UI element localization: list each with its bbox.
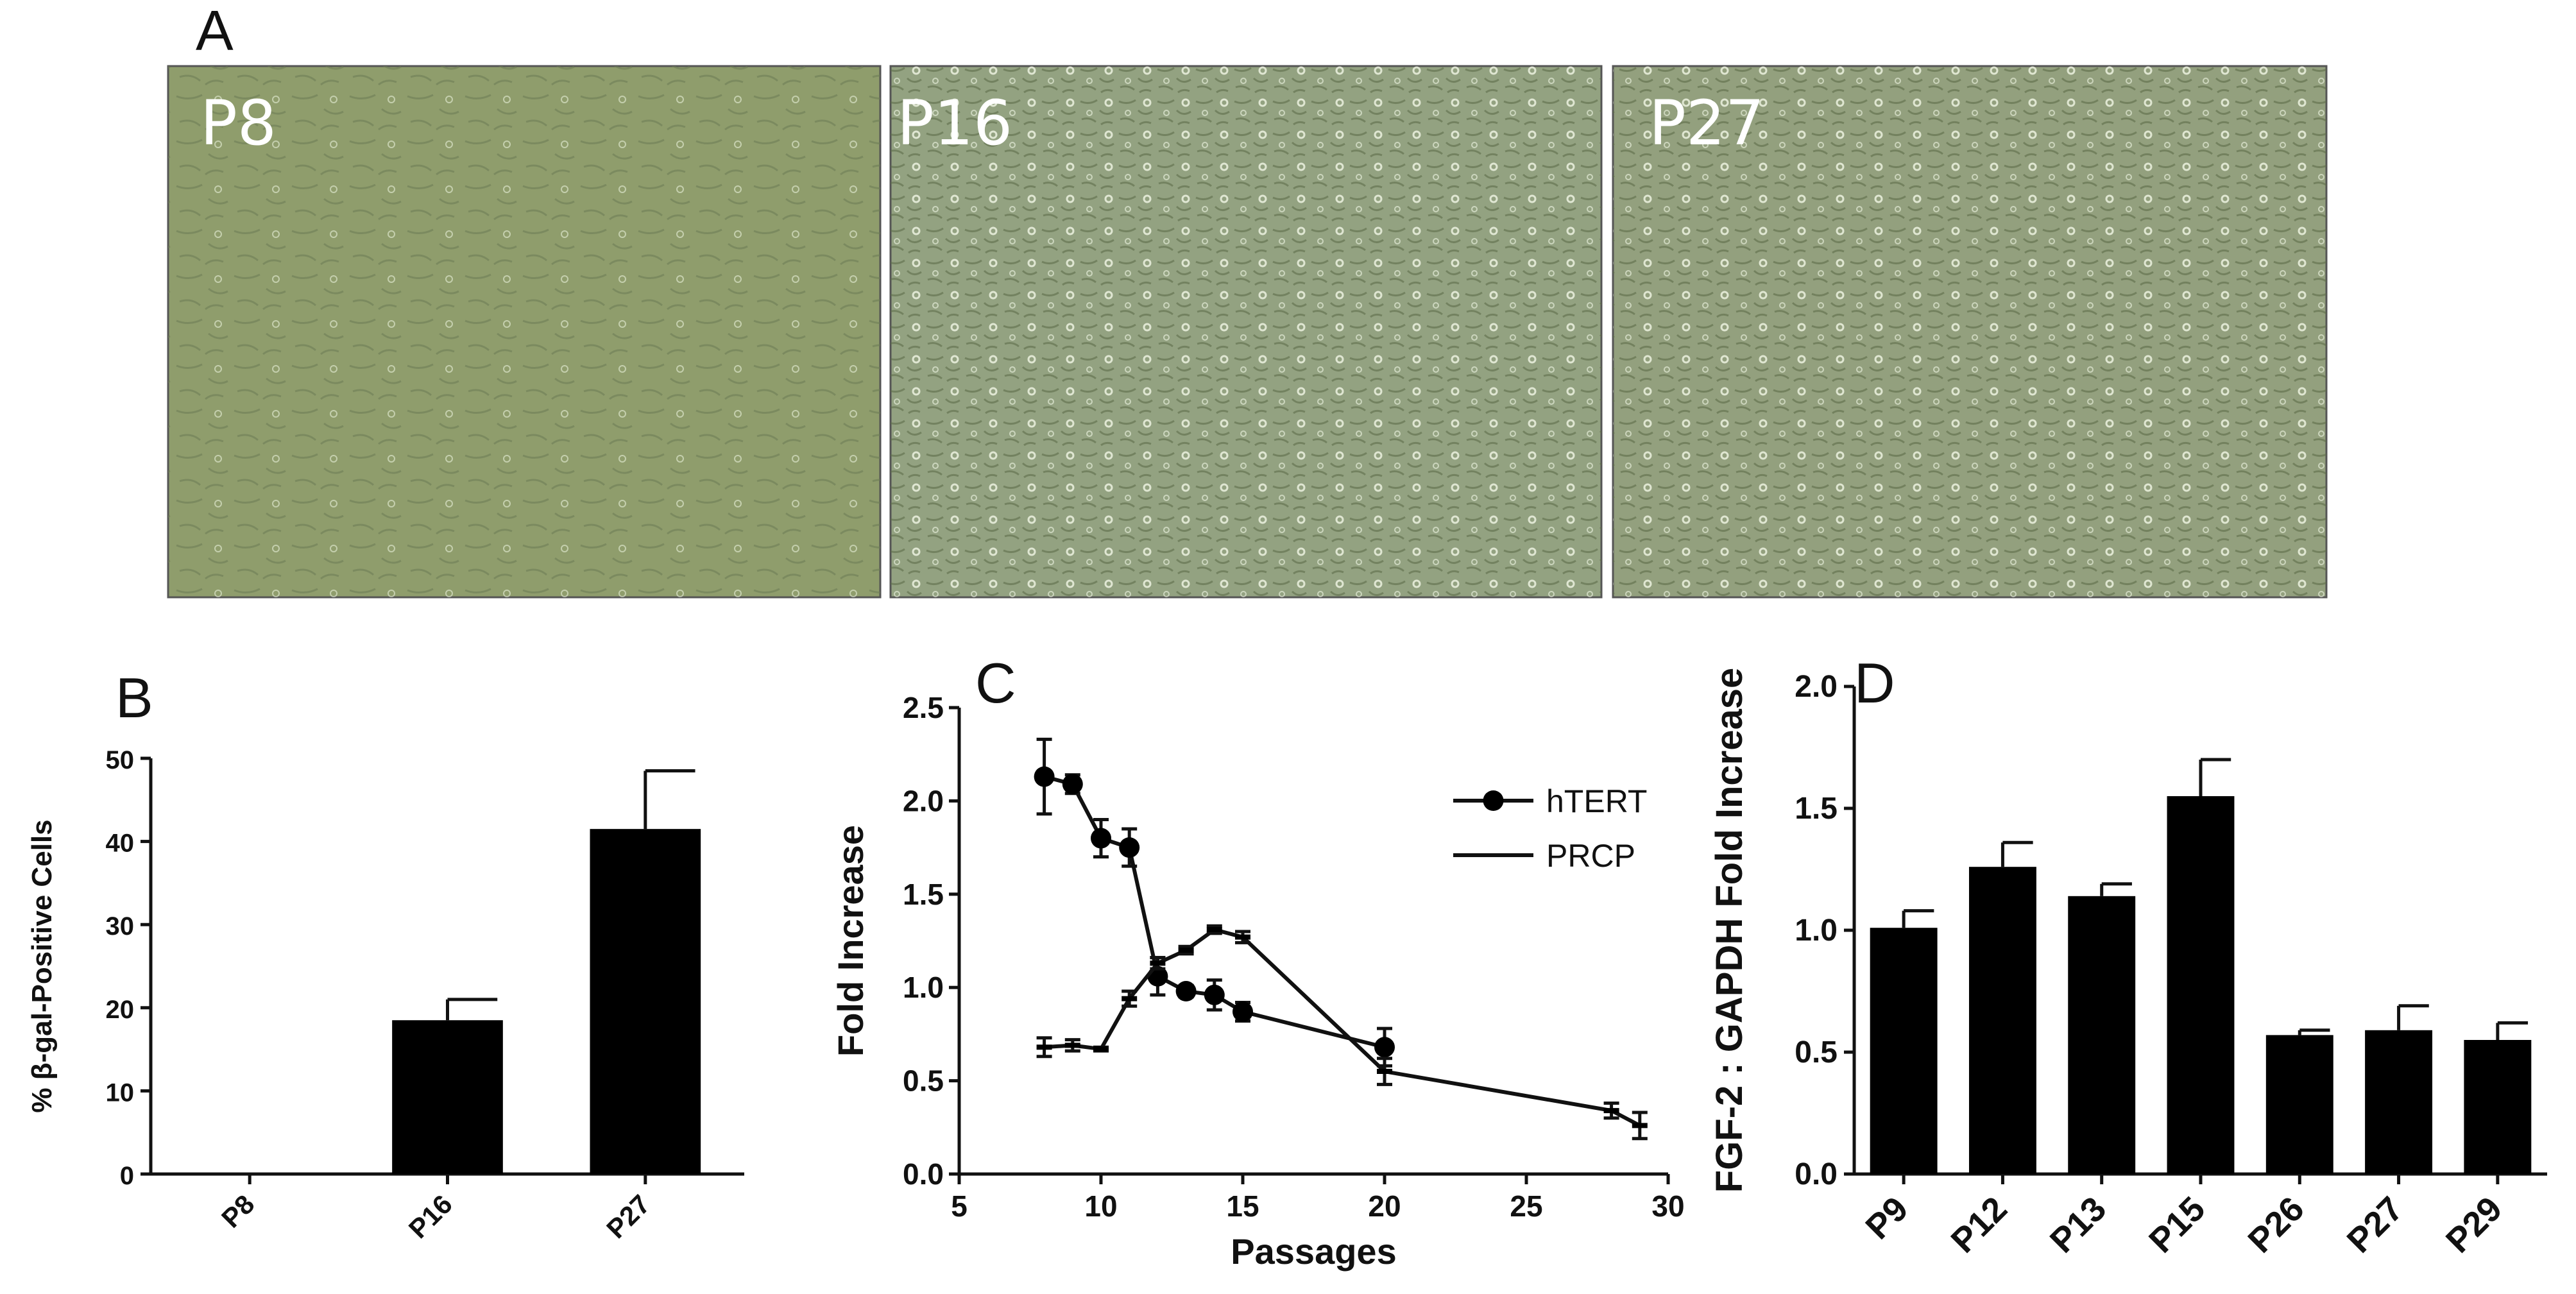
chart-d-bar [2167,796,2235,1174]
chart-b-y-tick-label: 10 [106,1078,135,1107]
panel-letter-d: D [1854,651,1895,715]
chart-d-x-tick-label: P27 [2340,1189,2410,1260]
chart-c-y-axis-title: Fold Increase [830,825,871,1057]
chart-d-bar [2464,1040,2532,1174]
chart-c-point-htert [1119,837,1140,858]
panel-letter-c: C [975,651,1016,715]
chart-d-x-tick-label: P9 [1858,1189,1915,1247]
chart-d-x-tick-label: P26 [2240,1189,2311,1260]
chart-c-y-tick-label: 1.5 [903,878,944,911]
chart-b-y-tick-label: 30 [106,912,135,941]
chart-c-series-prcp-line [1044,927,1641,1128]
micrograph-p8-label: P8 [200,87,277,159]
chart-b-x-tick-label: P16 [403,1189,458,1244]
chart-c-x-tick-label: 15 [1226,1189,1259,1223]
chart-d-y-axis-title: FGF-2 : GAPDH Fold Increase [1709,668,1750,1193]
panel-letter-a: A [196,0,234,62]
chart-b-x-tick-label: P8 [216,1189,260,1234]
chart-c-x-tick-label: 5 [951,1189,968,1223]
micrograph-p16-label: P16 [897,87,1012,159]
chart-d-bar [1870,928,1938,1174]
chart-c-point-htert [1034,766,1055,787]
chart-c-y-tick-label: 2.0 [903,784,944,817]
chart-c-point-htert [1233,1001,1253,1023]
chart-c-x-tick-label: 20 [1368,1189,1401,1223]
chart-b-y-tick-label: 0 [120,1162,134,1190]
chart-d-y-tick-label: 1.0 [1795,914,1838,948]
panel-letter-b: B [115,666,153,729]
chart-d-bar [2265,1035,2333,1174]
micrograph-p16: P16 [889,65,1603,599]
chart-b-y-tick-label: 40 [106,830,135,858]
chart-d-bar [1968,867,2036,1174]
micrograph-p8: P8 [167,65,882,599]
chart-c-x-tick-label: 10 [1084,1189,1117,1223]
chart-b-x-tick-label: P27 [601,1189,656,1244]
micrograph-p27-label: P27 [1649,87,1764,159]
micrograph-p27: P27 [1612,65,2328,599]
chart-d-y-tick-label: 1.5 [1795,792,1838,826]
chart-c-x-tick-label: 30 [1651,1189,1684,1223]
chart-c-point-htert [1175,981,1197,1002]
chart-c-legend-label: PRCP [1546,838,1635,874]
chart-b: 0 10 20 30 40 50 P8 P16 P27 % β-gal-Positive Cell… [26,746,744,1244]
chart-b-bar [590,829,701,1174]
chart-d-x-tick-label: P29 [2439,1189,2509,1260]
chart-c-y-tick-label: 2.5 [903,691,944,724]
chart-d-bar [2365,1030,2433,1174]
chart-c-legend-marker [1483,790,1504,811]
chart-d: 0.0 0.5 1.0 1.5 2.0 P9 P12 P13 P15 P26 P27 P29 FGF-2… [1709,668,2547,1260]
chart-c-y-tick-label: 1.0 [903,971,944,1004]
chart-c-point-htert [1204,984,1225,1005]
chart-c-legend-label: hTERT [1546,783,1647,819]
chart-d-x-tick-label: P15 [2142,1189,2212,1260]
chart-c-y-tick-label: 0.5 [903,1064,944,1098]
chart-c-x-axis-title: Passages [1231,1231,1396,1272]
chart-c-point-htert [1374,1037,1395,1058]
chart-c-y-tick-label: 0.0 [903,1157,944,1191]
chart-b-bar [392,1020,503,1174]
chart-b-y-tick-label: 20 [106,996,135,1024]
chart-c-point-htert [1091,828,1111,849]
chart-d-bar [2068,896,2136,1174]
chart-d-y-tick-label: 2.0 [1795,670,1838,704]
chart-d-x-tick-label: P13 [2043,1189,2113,1260]
chart-b-y-tick-label: 50 [106,746,135,774]
chart-c-point-htert [1062,774,1083,795]
chart-d-y-tick-label: 0.5 [1795,1035,1838,1069]
chart-b-y-axis-title: % β-gal-Positive Cells [26,819,58,1112]
chart-c: 0.0 0.5 1.0 1.5 2.0 2.5 5 10 15 20 25 30 hTERT PRCP Pa… [830,691,1685,1272]
chart-d-x-tick-label: P12 [1944,1189,2015,1260]
chart-d-y-tick-label: 0.0 [1795,1157,1838,1191]
chart-c-x-tick-label: 25 [1510,1189,1542,1223]
